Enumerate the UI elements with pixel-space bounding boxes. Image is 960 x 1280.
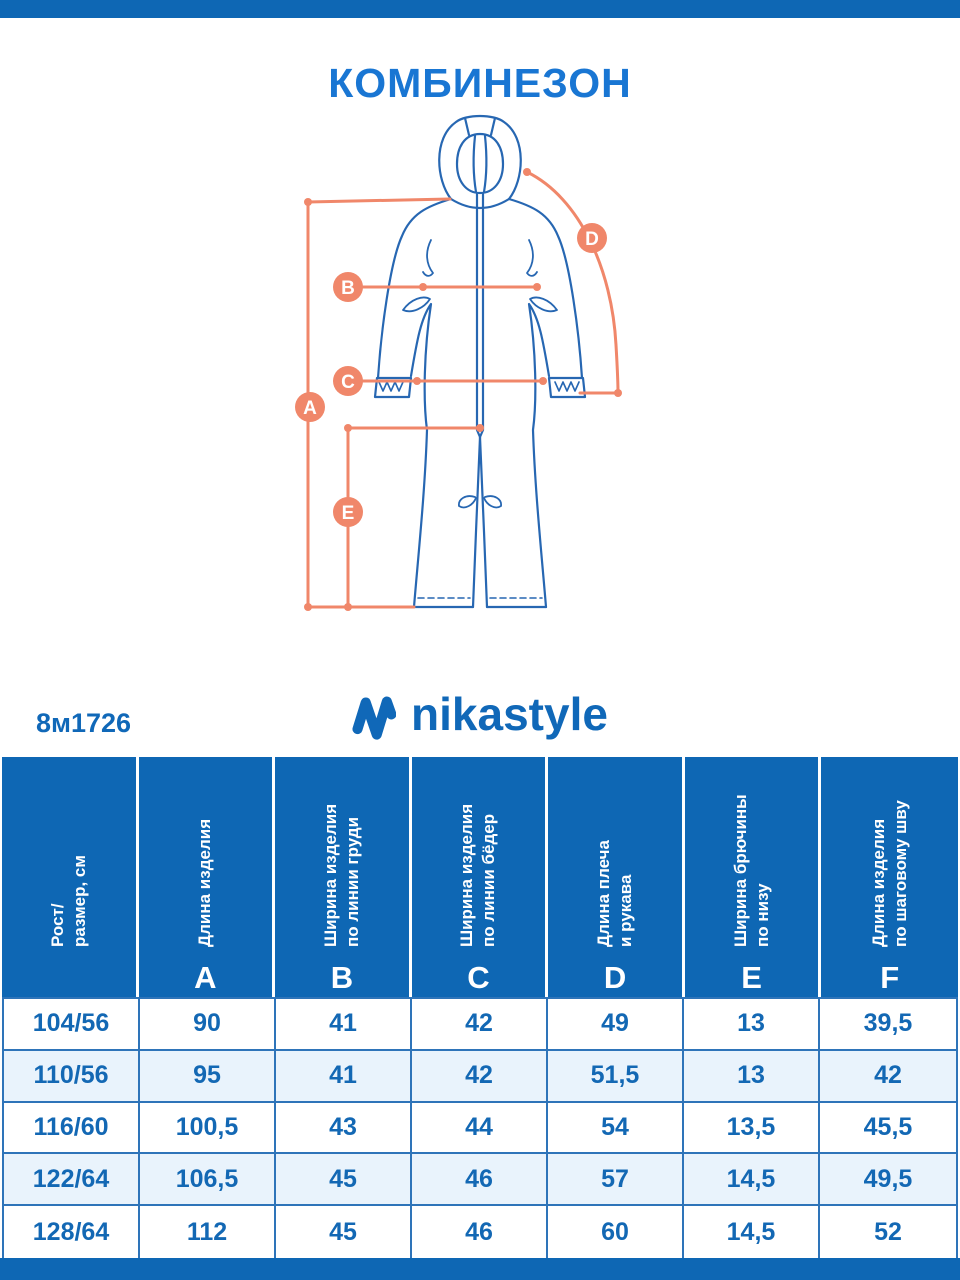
size-value-cell: 13 <box>684 999 820 1051</box>
marker-c-label: C <box>341 372 355 393</box>
size-value-cell: 100,5 <box>140 1102 276 1155</box>
size-value-cell: 45,5 <box>820 1102 956 1155</box>
column-letter: A <box>194 960 217 995</box>
column-header-size: Рост/размер, см <box>2 757 139 997</box>
size-value-cell: 49 <box>548 999 684 1051</box>
column-label: Ширина брючины по низу <box>730 794 772 947</box>
size-value-cell: 14,5 <box>684 1206 820 1258</box>
size-table-header: Рост/размер, см Длина изделия A Ширина и… <box>2 757 958 997</box>
product-code: 8м1726 <box>36 708 132 738</box>
size-value-cell: 90 <box>140 999 276 1051</box>
size-value-cell: 42 <box>412 1050 548 1103</box>
garment-outline <box>373 114 587 609</box>
page-title: КОМБИНЕЗОН <box>328 60 632 107</box>
size-value-cell: 60 <box>548 1206 684 1258</box>
brand-logo: nikastyle <box>0 690 960 744</box>
brand-logo-text: nikastyle <box>411 688 608 740</box>
column-header-c: Ширина изделия по линии бёдер C <box>412 757 549 997</box>
measurement-lines <box>306 170 620 609</box>
size-value-cell: 49,5 <box>820 1154 956 1207</box>
size-value-cell: 57 <box>548 1154 684 1207</box>
size-row-label: 104/56 <box>4 999 140 1051</box>
column-letter: E <box>741 960 762 995</box>
size-value-cell: 43 <box>276 1102 412 1155</box>
column-letter: D <box>603 960 627 995</box>
column-letter: C <box>467 960 490 995</box>
size-value-cell: 95 <box>140 1050 276 1103</box>
size-value-cell: 39,5 <box>820 999 956 1051</box>
size-value-cell: 54 <box>548 1102 684 1155</box>
size-value-cell: 42 <box>412 999 548 1051</box>
column-label: Длина изделия <box>195 818 215 947</box>
marker-e-label: E <box>342 503 355 524</box>
measurement-dots <box>304 168 622 611</box>
size-value-cell: 112 <box>140 1206 276 1258</box>
size-row-label: 110/56 <box>4 1050 140 1103</box>
size-row-label: 116/60 <box>4 1102 140 1155</box>
size-value-cell: 44 <box>412 1102 548 1155</box>
column-letter: B <box>330 960 354 995</box>
measurement-markers: A B C D E <box>295 223 607 527</box>
bottom-accent-bar <box>0 1258 960 1280</box>
size-table-body: 104/56 90 41 42 49 13 39,5 110/56 95 41 42 51,5 13 42… <box>2 997 958 1260</box>
size-value-cell: 13,5 <box>684 1102 820 1155</box>
size-value-cell: 45 <box>276 1206 412 1258</box>
size-value-cell: 46 <box>412 1206 548 1258</box>
column-header-b: Ширина изделия по линии груди B <box>275 757 412 997</box>
size-value-cell: 14,5 <box>684 1154 820 1207</box>
column-label: Рост/размер, см <box>47 855 89 947</box>
column-header-d: Длина плеча и рукава D <box>548 757 685 997</box>
size-table: Рост/размер, см Длина изделия A Ширина и… <box>2 757 958 1260</box>
marker-a-label: A <box>303 398 317 419</box>
coverall-drawing: A B C D E <box>295 114 622 611</box>
size-value-cell: 41 <box>276 999 412 1051</box>
size-value-cell: 106,5 <box>140 1154 276 1207</box>
top-accent-bar <box>0 0 960 18</box>
column-header-a: Длина изделия A <box>139 757 276 997</box>
column-label: Ширина изделия по линии бёдер <box>457 803 499 947</box>
marker-b-label: B <box>341 278 355 299</box>
column-header-f: Длина изделия по шаговому шву F <box>821 757 958 997</box>
column-label: Длина изделия по шаговому шву <box>868 800 910 947</box>
size-value-cell: 45 <box>276 1154 412 1207</box>
size-value-cell: 41 <box>276 1050 412 1103</box>
column-label: Длина плеча и рукава <box>593 839 636 947</box>
size-value-cell: 52 <box>820 1206 956 1258</box>
marker-d-label: D <box>585 229 599 250</box>
size-value-cell: 51,5 <box>548 1050 684 1103</box>
size-value-cell: 42 <box>820 1050 956 1103</box>
column-header-e: Ширина брючины по низу E <box>685 757 822 997</box>
size-value-cell: 46 <box>412 1154 548 1207</box>
nikastyle-logo-icon <box>352 696 397 740</box>
size-value-cell: 13 <box>684 1050 820 1103</box>
size-row-label: 128/64 <box>4 1206 140 1258</box>
column-label: Ширина изделия по линии груди <box>320 803 362 947</box>
column-letter: F <box>880 960 900 995</box>
garment-measurement-diagram: A B C D E <box>270 100 690 640</box>
size-row-label: 122/64 <box>4 1154 140 1207</box>
